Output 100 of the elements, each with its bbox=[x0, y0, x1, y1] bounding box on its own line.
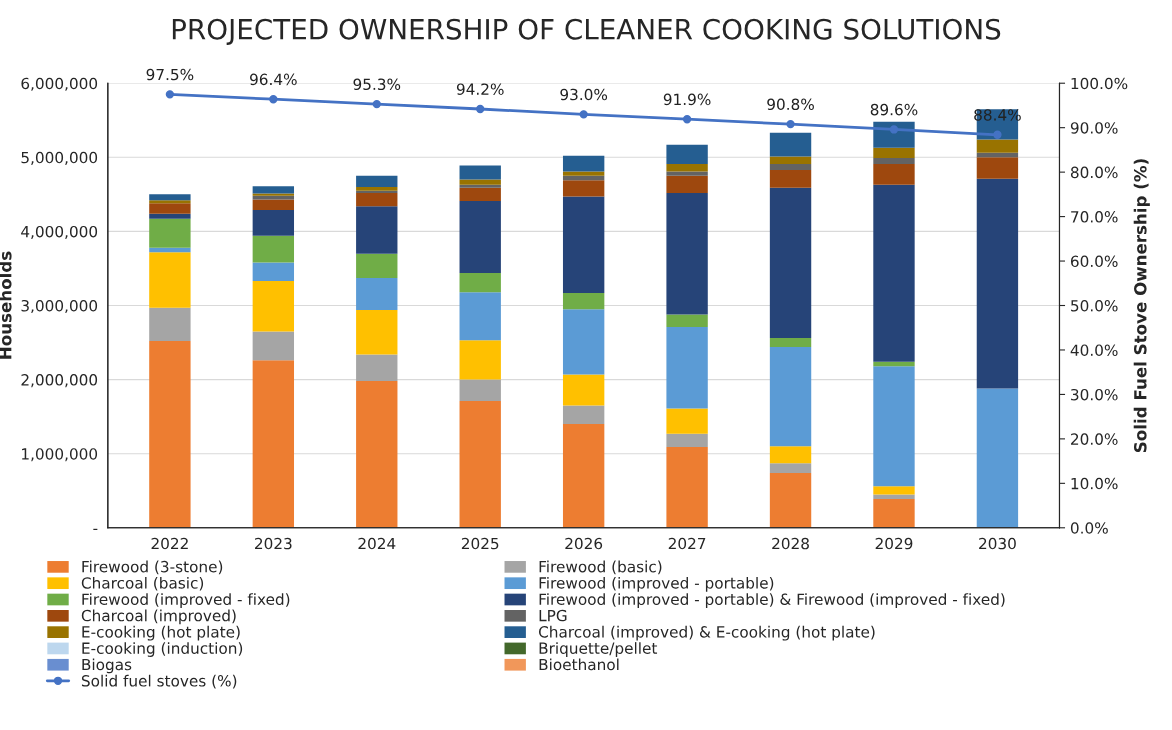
data-label: 96.4% bbox=[250, 73, 297, 86]
bar bbox=[769, 347, 812, 447]
y2-tick-label: 10.0% bbox=[1071, 477, 1118, 490]
y2-tick-label: 0.0% bbox=[1070, 522, 1108, 534]
bar bbox=[356, 192, 398, 207]
bar bbox=[149, 194, 191, 201]
point bbox=[786, 119, 795, 129]
bar bbox=[252, 209, 295, 236]
bar bbox=[769, 132, 812, 157]
y-tick-label: 1,000,000 bbox=[22, 448, 98, 462]
bar bbox=[459, 340, 501, 380]
bar bbox=[356, 354, 398, 382]
bar bbox=[459, 179, 501, 185]
bar bbox=[356, 278, 398, 310]
data-label: 91.9% bbox=[663, 93, 711, 106]
data-label: 97.5% bbox=[146, 68, 194, 81]
bar bbox=[252, 262, 295, 282]
bar bbox=[459, 201, 501, 273]
bar bbox=[562, 196, 605, 293]
x-tick-label: 2022 bbox=[151, 537, 188, 550]
legend-label: Briquette/pellet bbox=[539, 642, 658, 657]
bar bbox=[562, 424, 605, 528]
bar bbox=[562, 171, 605, 176]
legend-label: Solid fuel stoves (%) bbox=[81, 674, 237, 689]
bar bbox=[769, 472, 812, 528]
y-tick-label: - bbox=[93, 528, 98, 531]
bar bbox=[459, 187, 501, 202]
bar bbox=[873, 498, 915, 528]
legend-label: Firewood (basic) bbox=[539, 560, 662, 575]
point bbox=[372, 99, 381, 109]
x-tick-label: 2029 bbox=[875, 537, 913, 550]
bar bbox=[666, 408, 708, 434]
bar bbox=[666, 171, 708, 176]
bar bbox=[769, 169, 812, 188]
y2-tick-label: 90.0% bbox=[1070, 122, 1118, 134]
x-tick-label: 2030 bbox=[979, 537, 1016, 550]
data-label: 89.6% bbox=[870, 103, 918, 116]
data-label: 95.3% bbox=[353, 78, 401, 91]
bar bbox=[252, 199, 295, 210]
y-tick-label: 2,000,000 bbox=[21, 374, 98, 388]
bar bbox=[149, 213, 191, 219]
legend-label: Firewood (improved - portable) & Firewood (improved - fixed) bbox=[539, 593, 1005, 608]
bar bbox=[356, 175, 398, 187]
chart-title: PROJECTED OWNERSHIP OF CLEANER COOKING SOLUTIONS bbox=[172, 18, 1001, 45]
bar bbox=[252, 195, 295, 200]
bar bbox=[873, 486, 915, 495]
bar bbox=[459, 401, 501, 528]
legend-label: Firewood (improved - portable) bbox=[539, 576, 774, 592]
data-label: 94.2% bbox=[456, 83, 504, 95]
bar bbox=[976, 157, 1019, 179]
bar bbox=[252, 186, 295, 194]
y2-tick-label: 70.0% bbox=[1071, 211, 1118, 223]
bar bbox=[252, 360, 295, 528]
bar bbox=[149, 200, 191, 204]
bar bbox=[149, 218, 191, 248]
bar bbox=[562, 180, 605, 197]
bar bbox=[149, 252, 191, 308]
y2-axis-title: Solid Fuel Stove Ownership (%) bbox=[1133, 159, 1150, 452]
data-label: 90.8% bbox=[767, 98, 814, 111]
bar bbox=[769, 156, 812, 164]
bar bbox=[459, 292, 501, 341]
y-tick-label: 6,000,000 bbox=[21, 77, 98, 91]
bar bbox=[873, 361, 915, 367]
bar bbox=[562, 405, 605, 425]
bar bbox=[873, 366, 915, 487]
bar bbox=[873, 184, 915, 362]
legend-label: LPG bbox=[539, 609, 567, 622]
point bbox=[682, 115, 692, 124]
bar bbox=[873, 163, 915, 185]
y2-tick-label: 40.0% bbox=[1070, 344, 1118, 356]
bar bbox=[976, 178, 1019, 389]
data-label: 93.0% bbox=[560, 88, 608, 101]
bar bbox=[356, 186, 398, 191]
bar bbox=[873, 494, 915, 499]
point bbox=[579, 110, 588, 119]
bar bbox=[562, 292, 605, 310]
bar bbox=[769, 338, 812, 347]
bar bbox=[252, 331, 295, 361]
bar bbox=[666, 447, 708, 528]
y-tick-label: 5,000,000 bbox=[21, 151, 98, 165]
y2-tick-label: 50.0% bbox=[1071, 299, 1118, 312]
bar bbox=[769, 187, 812, 339]
bar bbox=[666, 192, 708, 315]
bar bbox=[149, 247, 191, 253]
bar bbox=[769, 463, 812, 473]
bar bbox=[459, 379, 501, 402]
x-tick-label: 2023 bbox=[255, 537, 292, 550]
x-tick-label: 2026 bbox=[565, 537, 603, 550]
bar bbox=[356, 206, 398, 254]
bar bbox=[666, 175, 708, 193]
bar bbox=[356, 381, 398, 528]
legend-label: E-cooking (induction) bbox=[82, 642, 243, 657]
y2-tick-label: 30.0% bbox=[1071, 388, 1118, 401]
bar bbox=[666, 433, 708, 448]
y2-tick-label: 100.0% bbox=[1071, 77, 1128, 90]
x-tick-label: 2028 bbox=[772, 537, 809, 550]
bar bbox=[666, 163, 708, 172]
bar bbox=[149, 341, 191, 528]
bar bbox=[873, 147, 915, 159]
bar bbox=[459, 165, 501, 180]
